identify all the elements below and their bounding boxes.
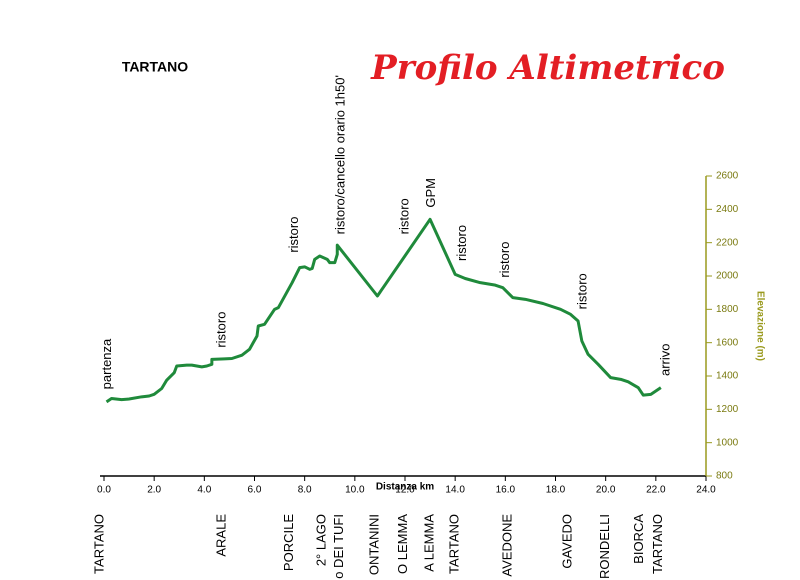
- annotation: ristoro: [213, 312, 228, 348]
- place-label: ONTANINI: [366, 514, 381, 575]
- y-tick-label: 1200: [716, 404, 739, 415]
- place-label: O LEMMA: [395, 514, 410, 574]
- y-tick-label: 1800: [716, 304, 739, 315]
- annotation: partenza: [99, 338, 114, 389]
- annotation: arrivo: [657, 343, 672, 376]
- place-label: TARTANO: [447, 514, 462, 574]
- x-axis-label: Distanza km: [376, 482, 434, 493]
- annotation: ristoro: [454, 225, 469, 261]
- place-label: ARALE: [213, 514, 228, 557]
- place-label: GAVEDO: [559, 514, 574, 569]
- x-tick-label: 10.0: [345, 485, 365, 496]
- y-tick-label: 2000: [716, 271, 739, 282]
- x-tick-label: 2.0: [147, 485, 161, 496]
- x-tick-label: 0.0: [97, 485, 111, 496]
- y-tick-label: 800: [716, 471, 733, 482]
- place-label: BIORCA: [631, 514, 646, 564]
- annotation: ristoro: [396, 198, 411, 234]
- y-tick-label: 1600: [716, 337, 739, 348]
- x-tick-label: 6.0: [248, 485, 262, 496]
- x-tick-label: 14.0: [445, 485, 465, 496]
- annotation: ristoro: [497, 242, 512, 278]
- x-tick-label: 16.0: [496, 485, 516, 496]
- x-tick-label: 12.0: [395, 485, 415, 496]
- x-tick-label: 22.0: [646, 485, 666, 496]
- y-tick-label: 1400: [716, 371, 739, 382]
- chart-title: Profilo Altimetrico: [370, 48, 725, 88]
- place-label: TARTANO: [92, 514, 107, 574]
- x-tick-label: 18.0: [546, 485, 566, 496]
- x-tick-label: 24.0: [696, 485, 716, 496]
- place-label: 2° LAGO: [314, 514, 329, 566]
- place-label: o DEI TUFI: [331, 514, 346, 579]
- annotation: ristoro/cancello orario 1h50': [332, 75, 347, 234]
- x-tick-label: 4.0: [197, 485, 211, 496]
- x-tick-label: 8.0: [298, 485, 312, 496]
- x-tick-label: 20.0: [596, 485, 616, 496]
- y-tick-label: 2200: [716, 237, 739, 248]
- place-label: AVEDONE: [499, 514, 514, 577]
- annotation: ristoro: [286, 217, 301, 253]
- y-tick-label: 2600: [716, 171, 739, 182]
- elevation-line: [105, 217, 662, 404]
- place-label: TARTANO: [650, 514, 665, 574]
- place-label: RONDELLI: [597, 514, 612, 579]
- chart-label: TARTANO: [122, 59, 188, 75]
- place-label: PORCILE: [281, 514, 296, 571]
- y-tick-label: 1000: [716, 437, 739, 448]
- y-tick-label: 2400: [716, 204, 739, 215]
- annotation: GPM: [423, 178, 438, 208]
- y-axis-label: Elevazione (m): [754, 291, 765, 361]
- annotation: ristoro: [575, 273, 590, 309]
- place-label: A LEMMA: [422, 514, 437, 572]
